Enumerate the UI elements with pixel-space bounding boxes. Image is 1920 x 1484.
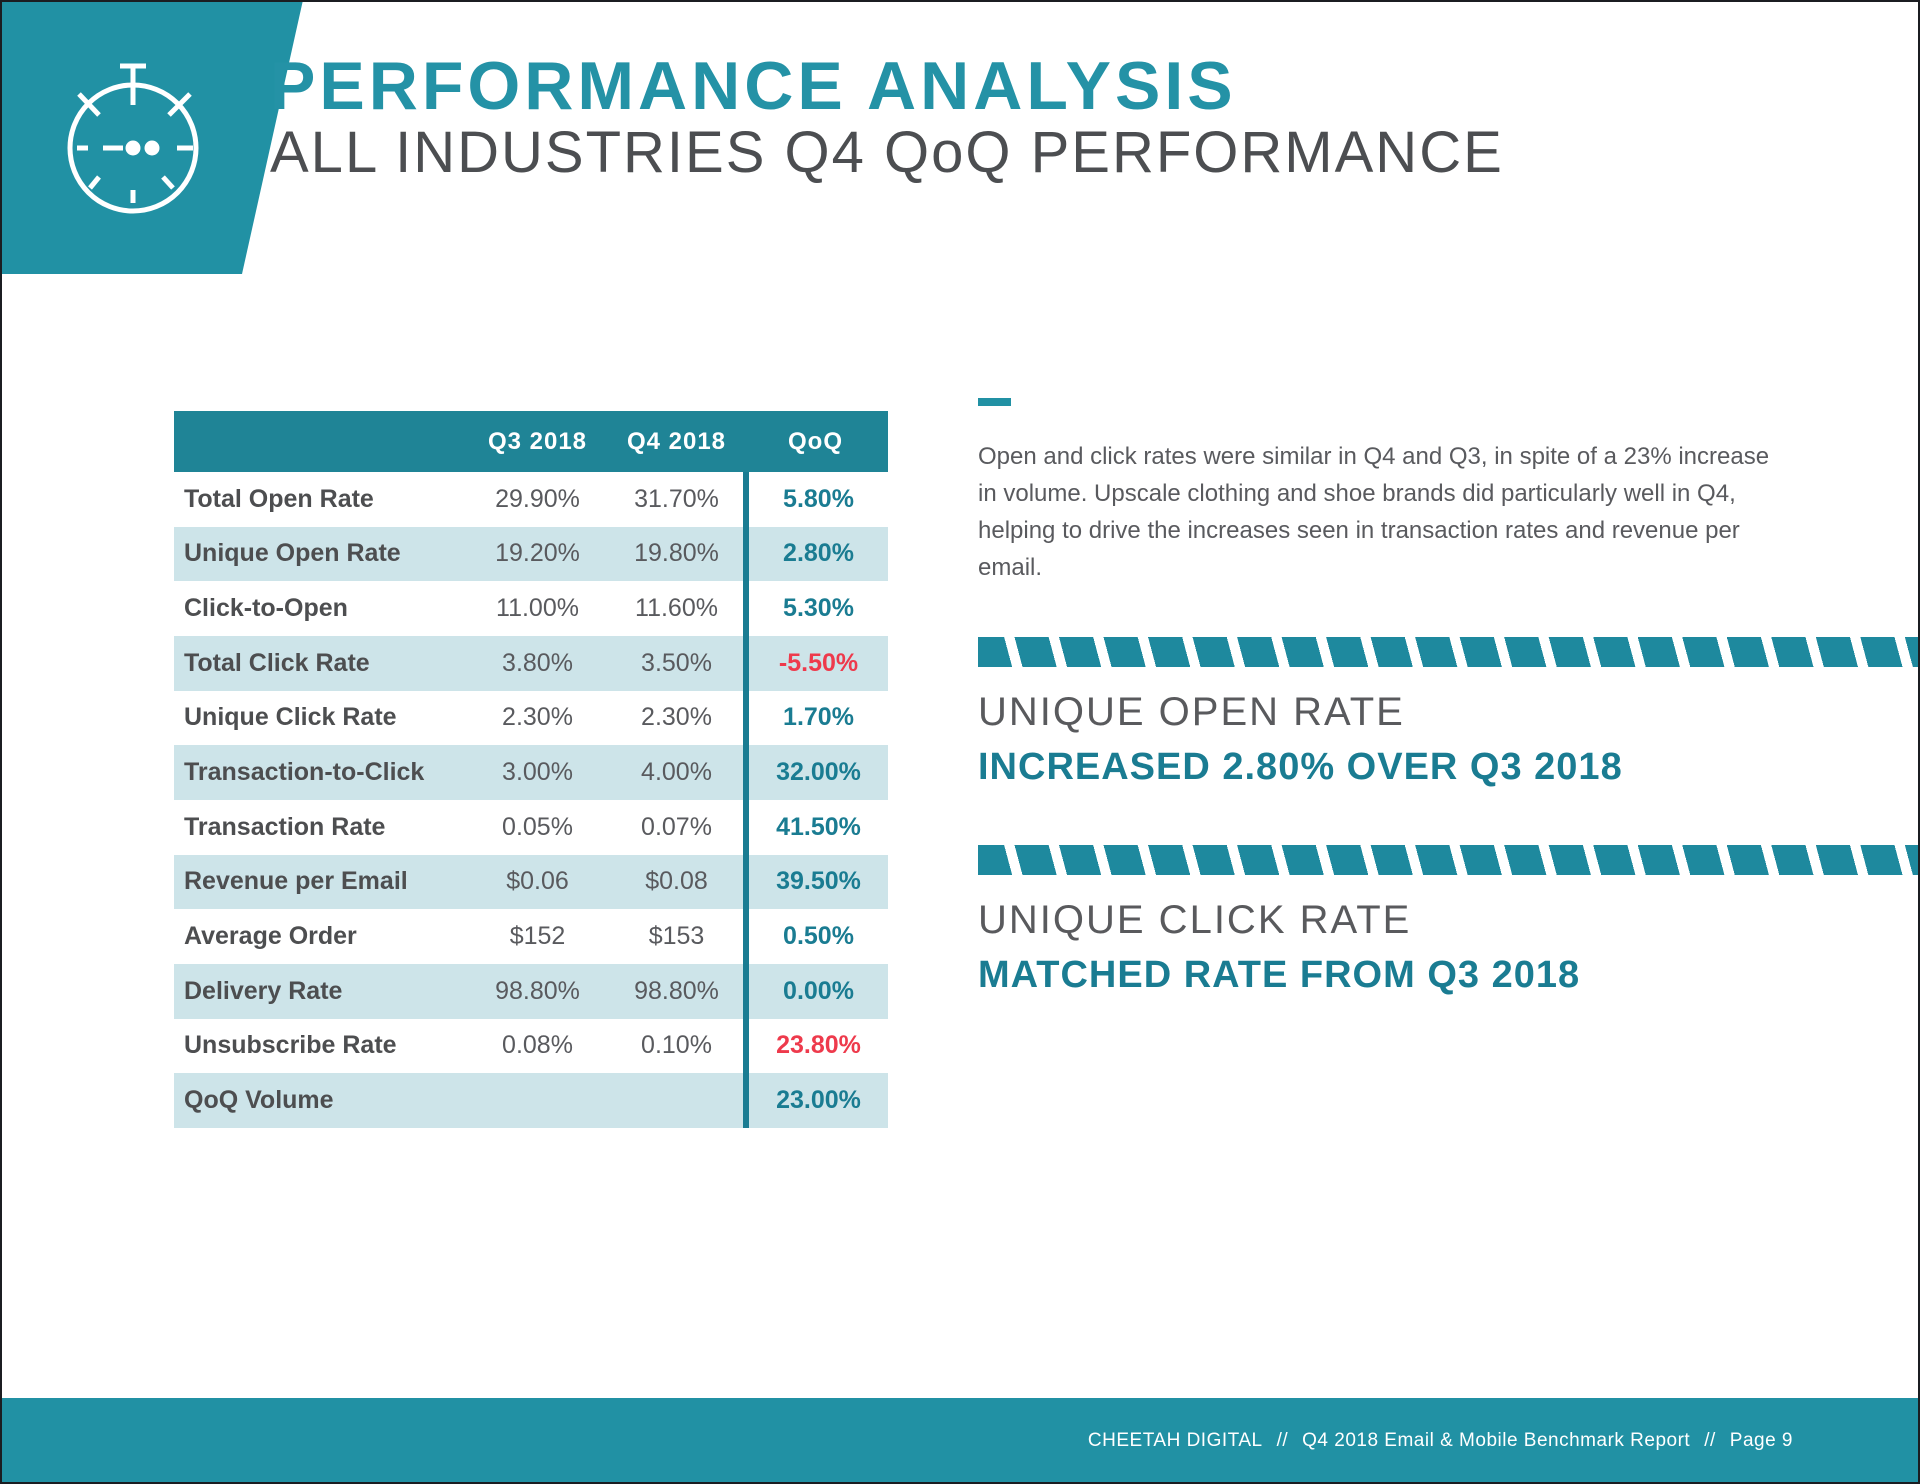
table-row: Total Click Rate 3.80% 3.50% -5.50%	[174, 635, 888, 691]
footer-page-number: Page 9	[1729, 1430, 1793, 1451]
commentary-paragraph: Open and click rates were similar in Q4 …	[978, 443, 1770, 581]
table-header-row: Q3 2018 Q4 2018 QoQ	[174, 411, 888, 472]
table-row: Transaction Rate 0.05% 0.07% 41.50%	[174, 799, 888, 855]
striped-divider	[978, 845, 1920, 875]
qoq-value: 5.80%	[743, 472, 888, 527]
table-row: Click-to-Open 11.00% 11.60% 5.30%	[174, 581, 888, 636]
qoq-value: -5.50%	[743, 635, 888, 691]
row-label: Total Open Rate	[184, 484, 374, 513]
striped-divider	[978, 637, 1920, 667]
row-label: Unsubscribe Rate	[184, 1031, 397, 1060]
table-body: Total Open Rate 29.90% 31.70% 5.80% Uniq…	[174, 472, 888, 1128]
row-label: Unique Open Rate	[184, 539, 401, 568]
footer-report-title: Q4 2018 Email & Mobile Benchmark Report	[1302, 1430, 1691, 1451]
page-title: PERFORMANCE ANALYSIS	[270, 48, 1237, 124]
q4-value: $0.08	[645, 867, 708, 896]
q3-value: $0.06	[506, 867, 569, 896]
q3-value: 2.30%	[502, 703, 573, 732]
highlight-heading-unique-click-rate: UNIQUE CLICK RATE	[978, 898, 1412, 942]
accent-dash	[978, 398, 1011, 406]
q3-value: 0.08%	[502, 1031, 573, 1060]
table-row: Delivery Rate 98.80% 98.80% 0.00%	[174, 963, 888, 1019]
qoq-value: 2.80%	[743, 526, 888, 582]
q4-value: 3.50%	[641, 648, 712, 677]
qoq-value: 1.70%	[743, 690, 888, 746]
table-row: Unique Click Rate 2.30% 2.30% 1.70%	[174, 690, 888, 746]
column-header-blank	[174, 411, 465, 472]
footer-bar: CHEETAH DIGITAL // Q4 2018 Email & Mobil…	[0, 1398, 1920, 1484]
column-header-q4: Q4 2018	[626, 427, 727, 455]
q3-value: 98.80%	[495, 976, 580, 1005]
table-row: Average Order $152 $153 0.50%	[174, 909, 888, 964]
row-label: Transaction Rate	[184, 812, 386, 841]
table-row: Total Open Rate 29.90% 31.70% 5.80%	[174, 472, 888, 527]
qoq-value: 23.00%	[743, 1073, 888, 1128]
q4-value: 98.80%	[634, 976, 719, 1005]
performance-table: Q3 2018 Q4 2018 QoQ Total Open Rate 29.9…	[174, 411, 888, 1128]
q4-value: $153	[648, 922, 705, 951]
row-label: QoQ Volume	[184, 1086, 334, 1115]
q4-value: 4.00%	[641, 758, 712, 787]
footer-brand: CHEETAH DIGITAL	[1087, 1430, 1263, 1451]
qoq-value: 5.30%	[743, 581, 888, 636]
table-row: Revenue per Email $0.06 $0.08 39.50%	[174, 854, 888, 910]
q4-value: 31.70%	[634, 484, 719, 513]
table-row: QoQ Volume 23.00%	[174, 1073, 888, 1128]
row-label: Delivery Rate	[184, 976, 343, 1005]
row-label: Revenue per Email	[184, 867, 408, 896]
qoq-value: 23.80%	[743, 1018, 888, 1074]
row-label: Unique Click Rate	[184, 703, 397, 732]
q3-value	[465, 1073, 610, 1128]
qoq-value: 32.00%	[743, 745, 888, 800]
qoq-value: 39.50%	[743, 854, 888, 910]
q3-value: 29.90%	[495, 484, 580, 513]
footer-separator: //	[1276, 1430, 1289, 1451]
table-row: Transaction-to-Click 3.00% 4.00% 32.00%	[174, 745, 888, 800]
qoq-value: 0.00%	[743, 963, 888, 1019]
table-row: Unique Open Rate 19.20% 19.80% 2.80%	[174, 526, 888, 582]
column-header-qoq: QoQ	[788, 427, 843, 455]
row-label: Click-to-Open	[184, 594, 348, 623]
q4-value: 0.10%	[641, 1031, 712, 1060]
q4-value: 19.80%	[634, 539, 719, 568]
row-label: Average Order	[184, 922, 357, 951]
q3-value: 19.20%	[495, 539, 580, 568]
q4-value: 0.07%	[641, 812, 712, 841]
q3-value: $152	[509, 922, 566, 951]
corner-banner	[0, 0, 303, 274]
row-label: Transaction-to-Click	[184, 758, 425, 787]
q3-value: 0.05%	[502, 812, 573, 841]
row-label: Total Click Rate	[184, 648, 370, 677]
q4-value: 2.30%	[641, 703, 712, 732]
table-row: Unsubscribe Rate 0.08% 0.10% 23.80%	[174, 1018, 888, 1074]
footer-separator: //	[1704, 1430, 1716, 1451]
highlight-heading-unique-open-rate: UNIQUE OPEN RATE	[978, 690, 1405, 734]
highlight-detail-unique-open-rate: INCREASED 2.80% OVER Q3 2018	[978, 746, 1623, 788]
q3-value: 11.00%	[496, 594, 579, 623]
q3-value: 3.00%	[502, 758, 573, 787]
qoq-value: 0.50%	[743, 909, 888, 964]
q3-value: 3.80%	[502, 648, 573, 677]
stopwatch-icon	[67, 63, 199, 214]
q4-value	[610, 1073, 743, 1128]
page-subtitle: ALL INDUSTRIES Q4 QoQ PERFORMANCE	[270, 120, 1504, 185]
column-header-q3: Q3 2018	[487, 427, 588, 455]
highlight-detail-unique-click-rate: MATCHED RATE FROM Q3 2018	[978, 954, 1581, 996]
q4-value: 11.60%	[635, 594, 718, 623]
qoq-value: 41.50%	[743, 799, 888, 855]
